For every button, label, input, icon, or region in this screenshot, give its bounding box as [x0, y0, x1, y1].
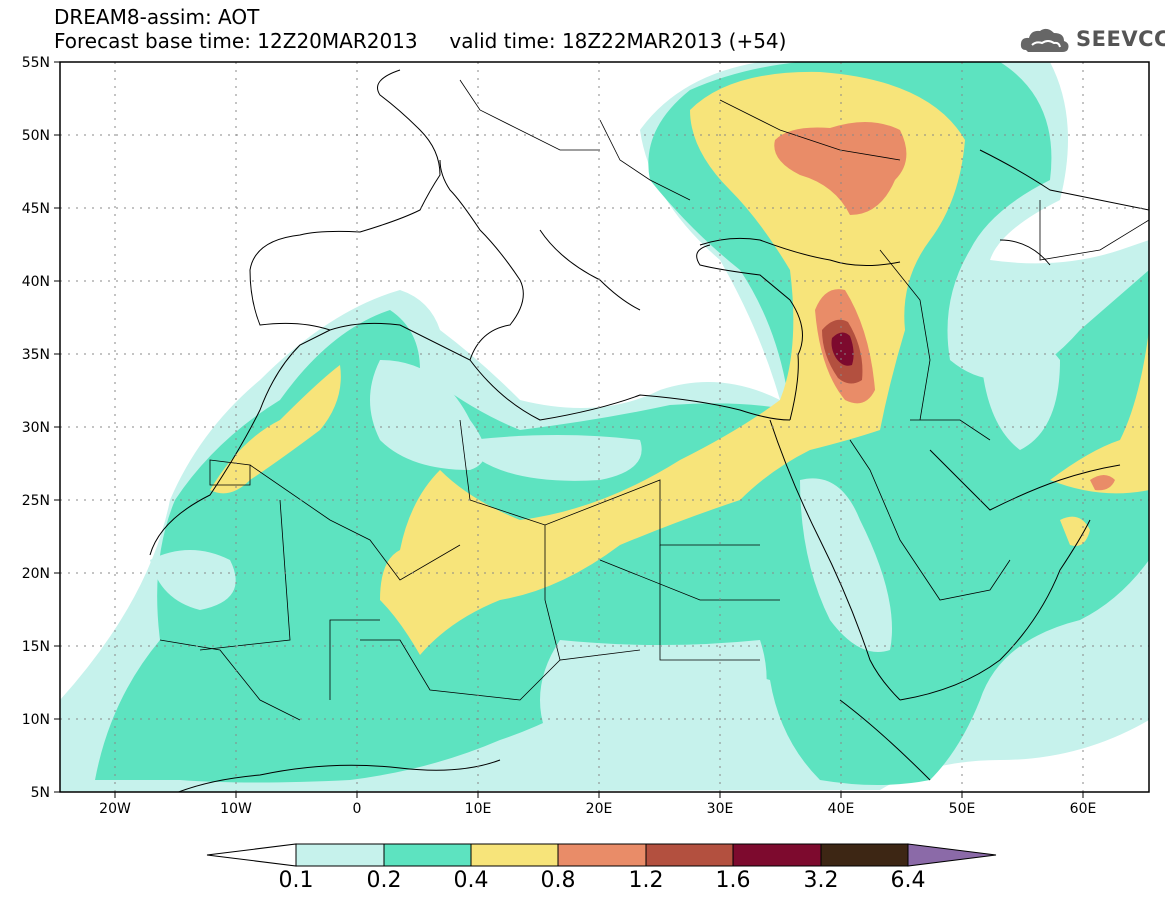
colorbar-bin-1.6: [732, 843, 822, 867]
colorbar-label-6.4: 6.4: [890, 868, 926, 893]
axis-ticks: [54, 61, 1084, 798]
colorbar-label-0.1: 0.1: [278, 868, 314, 893]
lon-label-50e: 50E: [949, 801, 976, 817]
aot-band-1.6: [831, 332, 854, 366]
lon-label-0: 0: [353, 801, 362, 817]
colorbar-label-0.2: 0.2: [366, 868, 402, 893]
lat-label-30n: 30N: [22, 420, 50, 436]
lat-label-50n: 50N: [22, 128, 50, 144]
lon-label-20e: 20E: [586, 801, 613, 817]
colorbar-bin-0.4: [470, 843, 559, 867]
colorbar-arrow-high: [907, 843, 997, 867]
lat-label-55n: 55N: [22, 55, 50, 71]
longitude-labels: 20W 10W 0 10E 20E 30E 40E 50E 60E: [99, 801, 1096, 817]
colorbar: [206, 843, 997, 867]
country-borders: [159, 79, 1149, 721]
colorbar-label-0.4: 0.4: [453, 868, 489, 893]
lat-label-45n: 45N: [22, 201, 50, 217]
colorbar-bin-3.2: [820, 843, 909, 867]
lat-label-5n: 5N: [31, 785, 50, 801]
forecast-time-subtitle: Forecast base time: 12Z20MAR2013 valid t…: [54, 29, 787, 53]
colorbar-label-1.2: 1.2: [628, 868, 664, 893]
lat-label-15n: 15N: [22, 639, 50, 655]
colorbar-label-3.2: 3.2: [803, 868, 839, 893]
map-panel: 55N 50N 45N 40N 35N 30N 25N 20N 15N 10N …: [22, 55, 1150, 817]
lon-label-10w: 10W: [220, 801, 252, 817]
colorbar-bin-0.8: [557, 843, 647, 867]
cloud-icon: [1020, 28, 1069, 52]
lon-label-20w: 20W: [99, 801, 131, 817]
lon-label-60e: 60E: [1070, 801, 1097, 817]
colorbar-label-1.6: 1.6: [715, 868, 751, 893]
lon-label-10e: 10E: [465, 801, 492, 817]
map-title: DREAM8-assim: AOT: [54, 5, 260, 29]
lat-label-20n: 20N: [22, 566, 50, 582]
colorbar-bin-0.2: [383, 843, 472, 867]
colorbar-arrow-low: [206, 843, 297, 867]
lat-label-10n: 10N: [22, 712, 50, 728]
gridlines: [60, 62, 1149, 792]
lat-label-40n: 40N: [22, 274, 50, 290]
lon-label-30e: 30E: [707, 801, 734, 817]
lat-label-35n: 35N: [22, 347, 50, 363]
latitude-labels: 55N 50N 45N 40N 35N 30N 25N 20N 15N 10N …: [22, 55, 50, 801]
lat-label-25n: 25N: [22, 493, 50, 509]
logo-text: SEEVCCC: [1076, 27, 1165, 51]
colorbar-bin-0.1: [295, 843, 385, 867]
colorbar-label-0.8: 0.8: [540, 868, 576, 893]
colorbar-bin-1.2: [645, 843, 734, 867]
aot-band-0.4: [210, 71, 1149, 655]
lon-label-40e: 40E: [828, 801, 855, 817]
